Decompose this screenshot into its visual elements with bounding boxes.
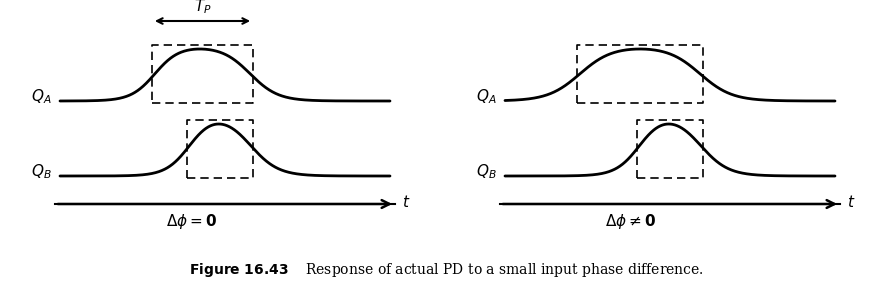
Text: $\Delta\phi \neq \mathbf{0}$: $\Delta\phi \neq \mathbf{0}$: [605, 212, 656, 231]
Text: $Q_A$: $Q_A$: [31, 88, 52, 106]
Text: $t$: $t$: [847, 194, 855, 210]
Text: $T_P$: $T_P$: [194, 0, 212, 16]
Text: $t$: $t$: [402, 194, 411, 210]
Text: $\Delta\phi = \mathbf{0}$: $\Delta\phi = \mathbf{0}$: [166, 212, 218, 231]
Text: $\mathbf{Figure\ 16.43}$    Response of actual PD to a small input phase differe: $\mathbf{Figure\ 16.43}$ Response of act…: [188, 261, 704, 279]
Text: $Q_B$: $Q_B$: [31, 163, 52, 181]
Text: $Q_A$: $Q_A$: [477, 88, 497, 106]
Text: $Q_B$: $Q_B$: [476, 163, 497, 181]
